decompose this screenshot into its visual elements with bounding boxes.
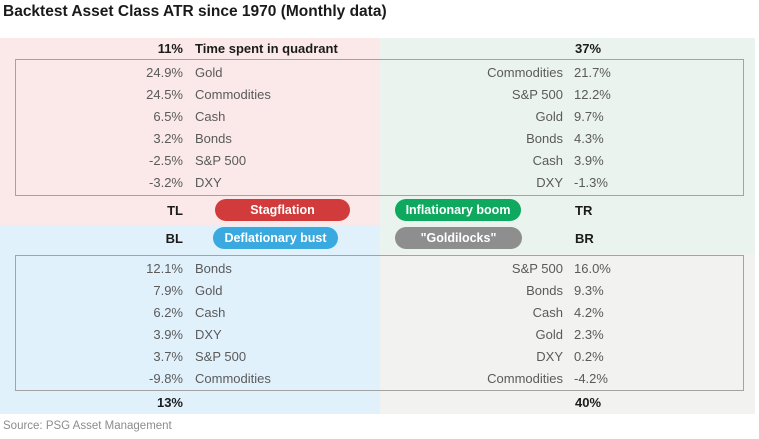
asset-return-value: 4.3%	[574, 131, 604, 147]
bottom-returns-box-border	[15, 255, 744, 391]
time-spent-top-left-pct: 11%	[157, 41, 183, 56]
time-spent-bottom-left-pct: 13%	[156, 395, 183, 410]
asset-return-value: 0.2%	[574, 348, 604, 364]
asset-return-value: -2.5%	[149, 153, 183, 169]
asset-name: Commodities	[195, 86, 271, 102]
asset-row: Cash 3.9%	[380, 153, 742, 168]
asset-name: Gold	[535, 326, 563, 342]
asset-row: 6.2% Cash	[16, 305, 380, 320]
asset-return-value: 12.1%	[146, 260, 183, 276]
asset-return-value: 24.5%	[146, 86, 183, 102]
asset-row: S&P 500 12.2%	[380, 87, 742, 102]
source-attribution: Source: PSG Asset Management	[3, 420, 172, 432]
asset-name: S&P 500	[511, 86, 563, 102]
asset-row: 24.9% Gold	[16, 65, 380, 80]
asset-name: Bonds	[526, 131, 563, 147]
asset-row: 12.1% Bonds	[16, 261, 380, 276]
asset-return-value: -4.2%	[574, 370, 608, 386]
asset-row: 3.7% S&P 500	[16, 349, 380, 364]
asset-name: S&P 500	[195, 348, 247, 364]
asset-row: 3.9% DXY	[16, 327, 380, 342]
asset-name: Bonds	[526, 282, 563, 298]
asset-return-value: 9.7%	[574, 108, 604, 124]
time-spent-bottom-right-pct: 40%	[575, 395, 602, 410]
asset-row: 3.2% Bonds	[16, 131, 380, 146]
stagflation-quadrant-bg	[0, 38, 380, 225]
asset-row: 7.9% Gold	[16, 283, 380, 298]
asset-return-value: 21.7%	[574, 64, 611, 80]
asset-return-value: 6.2%	[153, 304, 183, 320]
asset-row: S&P 500 16.0%	[380, 261, 742, 276]
asset-name: Commodities	[487, 370, 563, 386]
asset-name: Cash	[195, 304, 226, 320]
asset-name: Cash	[532, 304, 563, 320]
asset-name: S&P 500	[511, 260, 563, 276]
asset-name: DXY	[536, 348, 563, 364]
asset-row: Cash 4.2%	[380, 305, 742, 320]
asset-name: Cash	[532, 153, 563, 169]
corner-label-br: BR	[575, 231, 594, 246]
asset-return-value: 2.3%	[574, 326, 604, 342]
asset-return-value: 6.5%	[153, 108, 183, 124]
asset-row: -3.2% DXY	[16, 175, 380, 190]
asset-name: Bonds	[195, 131, 232, 147]
asset-return-value: 3.2%	[153, 131, 183, 147]
asset-row: 24.5% Commodities	[16, 87, 380, 102]
asset-return-value: 24.9%	[146, 64, 183, 80]
deflationary-bust-quadrant-bg	[0, 225, 380, 414]
asset-name: Gold	[195, 64, 223, 80]
goldilocks-asset-list: S&P 500 16.0% Bonds 9.3% Cash 4.2% Gold 2.3%…	[380, 257, 742, 389]
asset-row: Gold 9.7%	[380, 109, 742, 124]
asset-row: Bonds 9.3%	[380, 283, 742, 298]
asset-return-value: -9.8%	[149, 370, 183, 386]
goldilocks-quadrant-bg	[380, 254, 755, 414]
corner-label-tl: TL	[167, 203, 183, 218]
asset-return-value: 7.9%	[153, 282, 183, 298]
asset-return-value: 3.9%	[153, 326, 183, 342]
asset-return-value: 9.3%	[574, 282, 604, 298]
asset-row: 6.5% Cash	[16, 109, 380, 124]
time-spent-top-right-pct: 37%	[575, 41, 602, 56]
inflationary-boom-asset-list: Commodities 21.7% S&P 500 12.2% Gold 9.7% B…	[380, 61, 742, 194]
inflationary-boom-pill: Inflationary boom	[395, 199, 521, 221]
goldilocks-pill: "Goldilocks"	[395, 227, 522, 249]
deflationary-bust-asset-list: 12.1% Bonds 7.9% Gold 6.2% Cash 3.9% DXY 3.7…	[16, 257, 380, 389]
asset-row: Gold 2.3%	[380, 327, 742, 342]
asset-return-value: 4.2%	[574, 304, 604, 320]
asset-return-value: 12.2%	[574, 86, 611, 102]
asset-row: DXY -1.3%	[380, 175, 742, 190]
asset-name: Cash	[195, 108, 226, 124]
asset-name: S&P 500	[195, 153, 247, 169]
asset-return-value: -1.3%	[574, 175, 608, 191]
asset-name: DXY	[195, 175, 222, 191]
asset-row: Commodities 21.7%	[380, 65, 742, 80]
time-spent-label: Time spent in quadrant	[195, 41, 338, 56]
asset-row: -9.8% Commodities	[16, 371, 380, 386]
asset-name: Commodities	[195, 370, 271, 386]
asset-row: Commodities -4.2%	[380, 371, 742, 386]
asset-return-value: -3.2%	[149, 175, 183, 191]
asset-name: Bonds	[195, 260, 232, 276]
asset-row: -2.5% S&P 500	[16, 153, 380, 168]
asset-name: DXY	[536, 175, 563, 191]
asset-return-value: 3.9%	[574, 153, 604, 169]
asset-row: Bonds 4.3%	[380, 131, 742, 146]
asset-row: DXY 0.2%	[380, 349, 742, 364]
asset-name: Gold	[535, 108, 563, 124]
asset-return-value: 16.0%	[574, 260, 611, 276]
stagflation-asset-list: 24.9% Gold 24.5% Commodities 6.5% Cash 3.2%…	[16, 61, 380, 194]
corner-label-bl: BL	[165, 231, 183, 246]
corner-label-tr: TR	[575, 203, 593, 218]
stagflation-pill: Stagflation	[215, 199, 350, 221]
asset-return-value: 3.7%	[153, 348, 183, 364]
asset-name: Commodities	[487, 64, 563, 80]
deflationary-bust-pill: Deflationary bust	[213, 227, 338, 249]
asset-name: Gold	[195, 282, 223, 298]
top-returns-box-border	[15, 59, 744, 196]
page-title: Backtest Asset Class ATR since 1970 (Mon…	[3, 3, 387, 20]
asset-name: DXY	[195, 326, 222, 342]
